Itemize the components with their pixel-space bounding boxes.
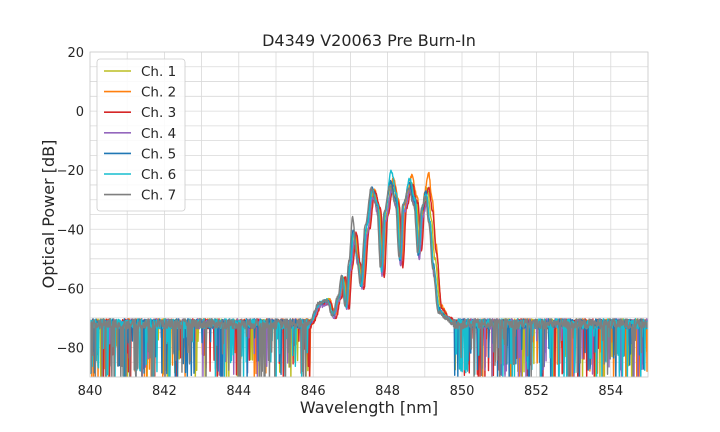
x-tick-labels: 840 842 844 846 848 850 852 854 — [78, 384, 624, 399]
legend-label: Ch. 3 — [141, 105, 176, 121]
x-tick-label: 846 — [301, 384, 326, 399]
legend-label: Ch. 4 — [141, 126, 176, 142]
y-tick-label: −80 — [57, 341, 84, 356]
axes-frame — [89, 51, 649, 378]
y-tick-label: 0 — [76, 105, 84, 120]
x-tick-label: 844 — [226, 384, 251, 399]
x-tick-label: 842 — [152, 384, 177, 399]
x-tick-label: 850 — [450, 384, 475, 399]
legend-label: Ch. 5 — [141, 146, 176, 162]
x-tick-label: 848 — [375, 384, 400, 399]
y-axis-label: Optical Power [dB] — [39, 140, 58, 289]
y-tick-label: −40 — [57, 223, 84, 238]
x-axis-label: Wavelength [nm] — [300, 398, 438, 417]
legend-box — [96, 58, 186, 212]
x-tick-label: 854 — [598, 384, 623, 399]
x-tick-label: 840 — [78, 384, 103, 399]
legend-label: Ch. 2 — [141, 85, 176, 101]
y-tick-label: −20 — [57, 164, 84, 179]
series-line-7 — [90, 185, 648, 377]
legend-label: Ch. 6 — [141, 167, 176, 183]
legend: Ch. 1 Ch. 2 Ch. 3 Ch. 4 Ch. 5 Ch. 6 Ch. 7 — [96, 58, 186, 212]
legend-label: Ch. 7 — [141, 188, 176, 204]
chart-title: D4349 V20063 Pre Burn-In — [262, 31, 476, 50]
y-tick-label: −60 — [57, 282, 84, 297]
y-tick-labels: 20 0 −20 −40 −60 −80 — [57, 46, 84, 356]
legend-label: Ch. 1 — [141, 64, 176, 80]
series-layer — [90, 169, 648, 377]
x-tick-label: 852 — [524, 384, 549, 399]
y-tick-label: 20 — [67, 46, 84, 61]
